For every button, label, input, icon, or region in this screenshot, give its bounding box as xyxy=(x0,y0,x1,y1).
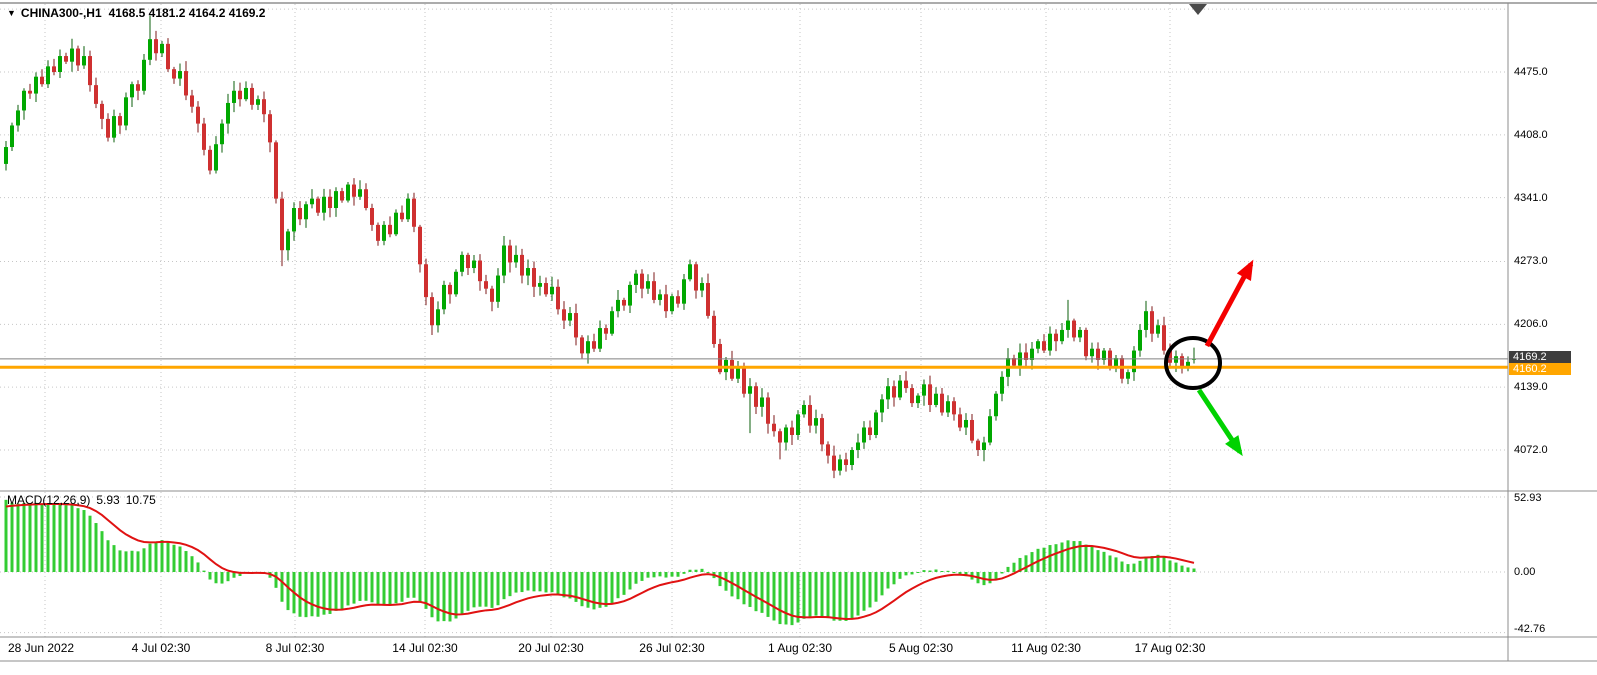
time-axis-label: 4 Jul 02:30 xyxy=(131,641,191,655)
time-axis[interactable]: 28 Jun 2022 4 Jul 02:30 8 Jul 02:30 14 J… xyxy=(0,637,1597,661)
symbol-dropdown-icon[interactable]: ▼ xyxy=(7,8,16,18)
bid-price-badge: 4169.2 xyxy=(1509,351,1571,363)
price-tick: 4072.0 xyxy=(1514,444,1548,456)
macd-axis-tick: -42.76 xyxy=(1514,623,1546,635)
price-tick: 4273.0 xyxy=(1514,255,1548,267)
time-axis-label: 8 Jul 02:30 xyxy=(265,641,325,655)
time-axis-label: 20 Jul 02:30 xyxy=(518,641,584,655)
price-tick: 4408.0 xyxy=(1514,129,1548,141)
macd-name: MACD(12,26,9) xyxy=(7,493,91,507)
price-tick: 4206.0 xyxy=(1514,318,1548,330)
macd-main-value: 5.93 xyxy=(96,493,120,507)
price-tick: 4139.0 xyxy=(1514,381,1548,393)
price-tick: 4341.0 xyxy=(1514,192,1548,204)
chart-header: ▼ CHINA300-,H1 4168.5 4181.2 4164.2 4169.2 xyxy=(7,6,265,20)
time-axis-label: 11 Aug 02:30 xyxy=(1011,641,1081,655)
time-axis-label: 5 Aug 02:30 xyxy=(888,641,954,655)
time-axis-label: 1 Aug 02:30 xyxy=(767,641,833,655)
macd-axis-tick: 52.93 xyxy=(1514,492,1542,504)
time-axis-label: 14 Jul 02:30 xyxy=(392,641,458,655)
macd-indicator-label: MACD(12,26,9) 5.93 10.75 xyxy=(7,493,162,507)
time-axis-label: 26 Jul 02:30 xyxy=(639,641,705,655)
time-axis-label: 17 Aug 02:30 xyxy=(1134,641,1206,655)
time-axis-label: 28 Jun 2022 xyxy=(8,641,75,655)
symbol-timeframe-label: CHINA300-,H1 xyxy=(20,6,102,20)
macd-signal-value: 10.75 xyxy=(125,493,156,507)
ohlc-readout: 4168.5 4181.2 4164.2 4169.2 xyxy=(108,6,266,20)
price-axis[interactable]: 4475.0 4408.0 4341.0 4273.0 4206.0 4139.… xyxy=(1508,0,1597,661)
macd-axis-tick: 0.00 xyxy=(1514,566,1536,578)
orange-level-badge: 4160.2 xyxy=(1509,363,1571,375)
price-tick: 4475.0 xyxy=(1514,66,1548,78)
